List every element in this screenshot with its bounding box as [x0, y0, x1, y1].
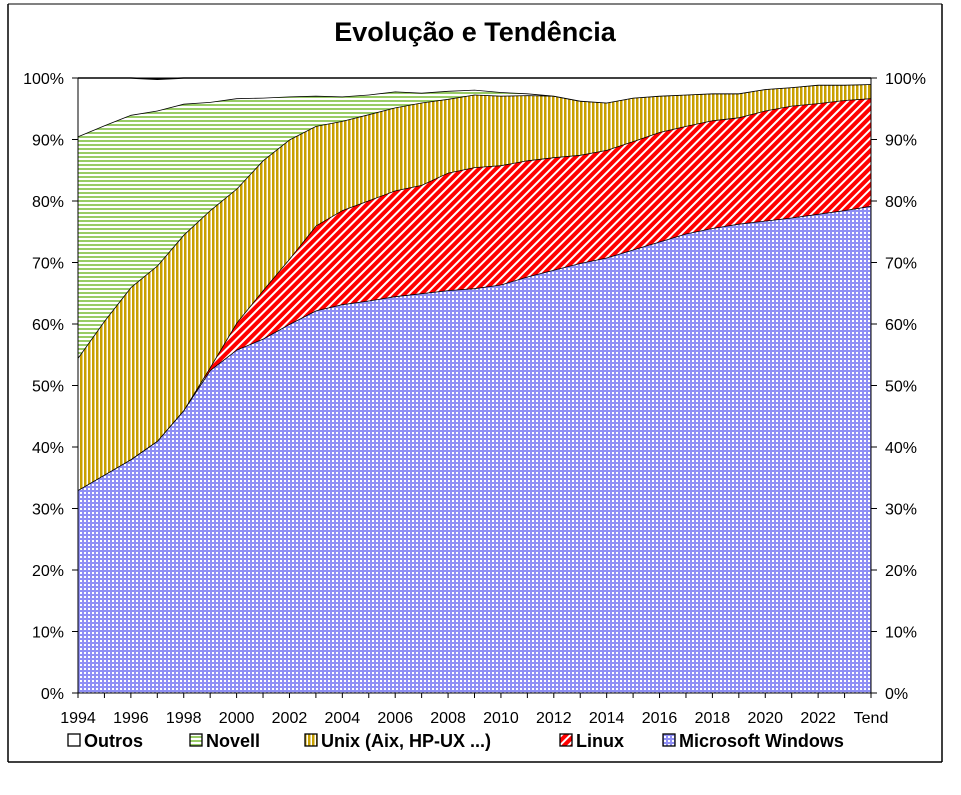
y-tick-label-left: 90% [32, 133, 64, 150]
y-tick-label-left: 50% [32, 379, 64, 396]
area-linux [78, 98, 871, 491]
x-tick-label: 1994 [60, 710, 96, 727]
y-tick-label-right: 40% [885, 440, 917, 457]
x-tick-label: 2012 [536, 710, 572, 727]
x-tick-label: 2016 [642, 710, 678, 727]
y-tick-label-left: 60% [32, 317, 64, 334]
y-tick-label-left: 10% [32, 625, 64, 642]
x-tick-label: 2008 [430, 710, 466, 727]
legend-swatch-linux [559, 733, 573, 747]
x-tick-label: 2022 [800, 710, 836, 727]
y-tick-label-right: 20% [885, 563, 917, 580]
y-tick-label-right: 30% [885, 502, 917, 519]
chart-legend: Outros Novell Unix (Aix, HP-UX ...) Linux Mi… [67, 731, 844, 751]
y-tick-label-right: 90% [885, 133, 917, 150]
x-tick-label: 2014 [589, 710, 625, 727]
area-microsoft-windows [78, 205, 871, 693]
x-tick-label: Tend [854, 710, 889, 727]
y-tick-label-left: 30% [32, 502, 64, 519]
area-novell [78, 84, 871, 358]
chart-title: Evolução e Tendência [334, 17, 617, 47]
x-tick-label: 2002 [272, 710, 308, 727]
legend-swatch-novell [189, 733, 203, 747]
y-tick-label-right: 70% [885, 256, 917, 273]
x-tick-label: 2000 [219, 710, 255, 727]
x-tick-label: 2018 [695, 710, 731, 727]
x-tick-label: 2020 [747, 710, 783, 727]
y-tick-label-right: 60% [885, 317, 917, 334]
y-tick-label-right: 10% [885, 625, 917, 642]
x-tick-label: 2010 [483, 710, 519, 727]
legend-swatch-outros [67, 733, 81, 747]
legend-label-microsoft-windows: Microsoft Windows [679, 731, 844, 751]
y-tick-label-right: 0% [885, 686, 908, 703]
y-tick-label-left: 70% [32, 256, 64, 273]
y-tick-label-right: 50% [885, 379, 917, 396]
legend-label-novell: Novell [206, 731, 260, 751]
y-tick-label-right: 100% [885, 71, 926, 88]
legend-swatch-unix-aix-hp-ux [304, 733, 318, 747]
legend-swatch-microsoft-windows [662, 733, 676, 747]
plot-areas [77, 77, 872, 693]
area-unix-aix-hp-ux [78, 84, 871, 491]
y-tick-label-left: 80% [32, 194, 64, 211]
x-tick-label: 1998 [166, 710, 202, 727]
y-tick-label-left: 100% [23, 71, 64, 88]
legend-label-unix-aix-hp-ux: Unix (Aix, HP-UX ...) [321, 731, 491, 751]
x-tick-label: 1996 [113, 710, 149, 727]
y-tick-label-left: 20% [32, 563, 64, 580]
legend-label-outros: Outros [84, 731, 143, 751]
x-tick-label: 2004 [325, 710, 361, 727]
y-tick-label-left: 0% [41, 686, 64, 703]
y-tick-label-right: 80% [885, 194, 917, 211]
legend-label-linux: Linux [576, 731, 624, 751]
x-tick-label: 2006 [377, 710, 413, 727]
y-tick-label-left: 40% [32, 440, 64, 457]
area-outros [78, 78, 871, 137]
chart-axes: 0% 0% 10% 10% 20% 20% 30% 30% 40% 40% 50% 50% 60% 60%… [23, 71, 926, 727]
